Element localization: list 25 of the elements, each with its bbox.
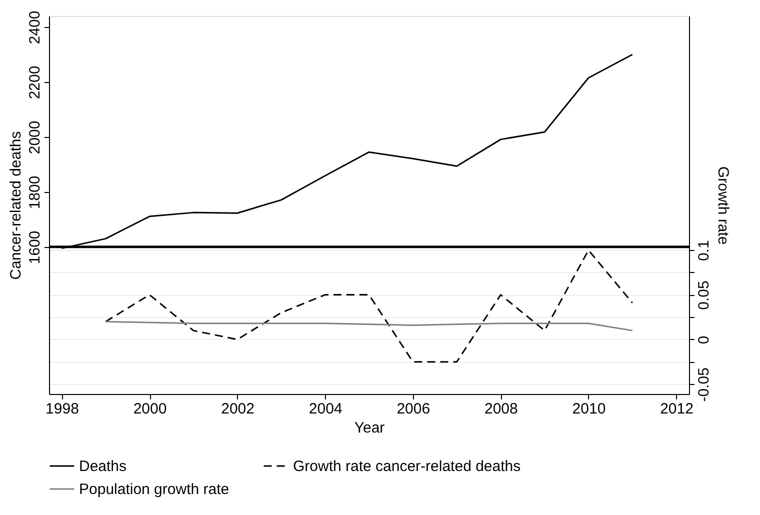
y2-tick-label: 0.1: [696, 240, 712, 262]
y2-tick-label: 0: [696, 336, 712, 344]
y2-axis-title: Growth rate: [714, 166, 732, 245]
x-tick-label: 2006: [396, 400, 430, 418]
x-axis-title: Year: [354, 420, 385, 436]
x-tick-label: 2012: [660, 400, 694, 418]
y2-tick-label: 0.05: [696, 280, 712, 310]
legend-label: Growth rate cancer-related deaths: [293, 458, 521, 475]
line-series: [104, 249, 634, 363]
y-tick-label: 2400: [26, 10, 44, 44]
x-tick-label: 1998: [46, 400, 79, 418]
legend-label: Population growth rate: [79, 481, 230, 498]
y-axis-title: Cancer-related deaths: [8, 131, 24, 280]
legend-label: Deaths: [79, 458, 127, 475]
x-tick-label: 2008: [484, 400, 518, 418]
y-tick-label: 2200: [26, 66, 44, 100]
x-tick-label: 2000: [133, 400, 167, 418]
y-tick-label: 2000: [26, 120, 44, 154]
x-tick-label: 2004: [308, 400, 342, 418]
line-series: [104, 320, 634, 332]
y-tick-label: 1600: [26, 230, 44, 264]
y2-tick-label: -0.05: [696, 368, 712, 402]
x-tick-label: 2002: [221, 400, 254, 418]
y-tick-label: 1800: [26, 176, 44, 210]
x-tick-label: 2010: [572, 400, 606, 418]
